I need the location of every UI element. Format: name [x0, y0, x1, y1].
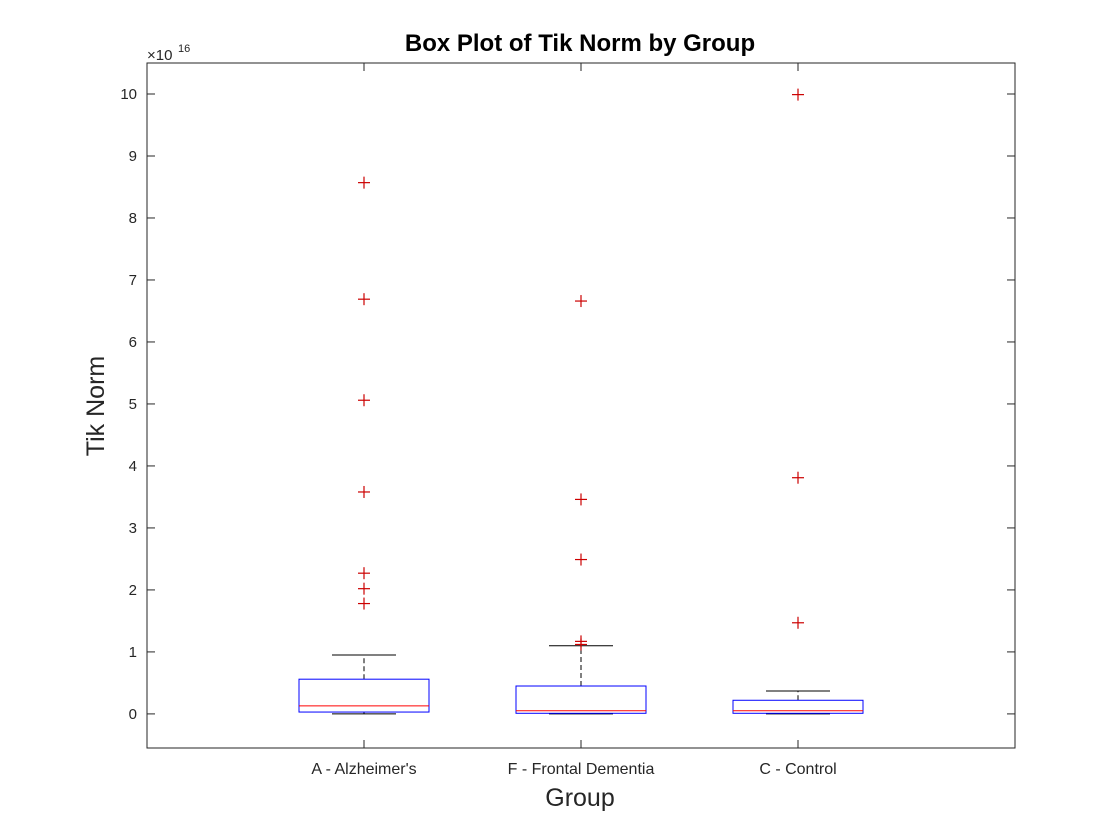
outlier-marker — [358, 293, 370, 306]
outlier-marker — [358, 176, 370, 189]
y-tick-label: 1 — [129, 644, 137, 661]
y-exponent-power: 16 — [178, 43, 190, 55]
outlier-marker — [792, 616, 804, 629]
iqr-box — [732, 699, 864, 714]
chart-title: Box Plot of Tik Norm by Group — [405, 30, 755, 57]
x-tick-label: C - Control — [759, 761, 836, 778]
y-tick-label: 6 — [129, 334, 137, 351]
plot-area: 0 1 2 3 4 5 6 7 8 9 10 A - Alzheimer's F - Frontal D… — [120, 62, 1016, 778]
y-tick-label: 2 — [129, 582, 137, 599]
outlier-marker — [575, 493, 587, 506]
y-tick-label: 4 — [129, 458, 137, 475]
outlier-marker — [358, 567, 370, 580]
y-tick-label: 9 — [129, 148, 137, 165]
y-exponent-base: ×10 — [147, 47, 172, 64]
outlier-marker — [358, 597, 370, 610]
x-tick-label: F - Frontal Dementia — [508, 761, 655, 778]
outlier-marker — [792, 88, 804, 101]
outlier-marker — [575, 638, 587, 651]
outlier-marker — [792, 471, 804, 484]
y-tick-label: 3 — [129, 520, 137, 537]
outlier-marker — [358, 485, 370, 498]
y-tick-label: 8 — [129, 210, 137, 227]
x-tick-label: A - Alzheimer's — [311, 761, 416, 778]
y-axis-title: Tik Norm — [82, 356, 110, 456]
y-tick-label: 0 — [129, 706, 137, 723]
x-axis-title: Group — [545, 784, 614, 812]
box-group — [515, 295, 647, 715]
y-tick-label: 5 — [129, 396, 137, 413]
y-tick-label: 10 — [120, 86, 137, 103]
box-group — [732, 88, 864, 715]
iqr-box — [515, 685, 647, 714]
box-group — [298, 176, 430, 715]
outlier-marker — [358, 582, 370, 595]
outlier-marker — [358, 394, 370, 407]
y-exponent-label: ×10 16 — [147, 43, 190, 64]
outlier-marker — [575, 553, 587, 566]
iqr-box — [298, 678, 430, 713]
y-tick-label: 7 — [129, 272, 137, 289]
outlier-marker — [575, 295, 587, 308]
